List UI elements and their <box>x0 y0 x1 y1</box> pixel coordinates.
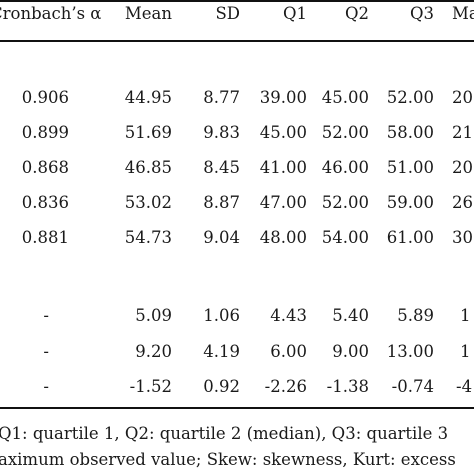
cell-q3: 58.00 <box>386 123 434 142</box>
cell-cronbach: 0.899 <box>21 123 69 142</box>
cell-q2: 54.00 <box>321 228 369 247</box>
cell-mean: 54.73 <box>124 228 172 247</box>
cell-max: 30 <box>452 228 473 247</box>
cell-cronbach: 0.868 <box>21 158 69 177</box>
cell-cronbach: 0.836 <box>21 193 69 212</box>
cell-sd: 8.77 <box>203 88 240 107</box>
cell-max: 1 <box>460 306 471 325</box>
cell-q3: 61.00 <box>386 228 434 247</box>
cell-sd: 1.06 <box>203 306 240 325</box>
cell-mean: 5.09 <box>135 306 172 325</box>
cell-q3: 51.00 <box>386 158 434 177</box>
header-sd: SD <box>215 4 240 23</box>
cell-max: 20 <box>452 158 473 177</box>
cell-sd: 0.92 <box>203 377 240 396</box>
cell-mean: -1.52 <box>129 377 172 396</box>
cell-cronbach: - <box>43 342 49 361</box>
cell-q3: -0.74 <box>391 377 434 396</box>
cell-q3: 59.00 <box>386 193 434 212</box>
cell-mean: 51.69 <box>124 123 172 142</box>
cell-q1: 47.00 <box>259 193 307 212</box>
cell-cronbach: - <box>43 377 49 396</box>
cell-max: 1 <box>460 342 471 361</box>
cell-q2: 52.00 <box>321 193 369 212</box>
cell-sd: 9.83 <box>203 123 240 142</box>
cell-q1: 45.00 <box>259 123 307 142</box>
cell-q3: 52.00 <box>386 88 434 107</box>
cell-q2: 46.00 <box>321 158 369 177</box>
cell-sd: 9.04 <box>203 228 240 247</box>
cell-q2: -1.38 <box>326 377 369 396</box>
table-note-line-2: aximum observed value; Skew: skewness, K… <box>0 450 456 469</box>
header-q3: Q3 <box>409 4 434 23</box>
cell-q2: 5.40 <box>332 306 369 325</box>
cell-q1: -2.26 <box>264 377 307 396</box>
table-rule-top <box>0 0 474 2</box>
table-rule-bottom <box>0 407 474 409</box>
cell-q1: 48.00 <box>259 228 307 247</box>
cell-cronbach: - <box>43 306 49 325</box>
cell-sd: 8.45 <box>203 158 240 177</box>
cell-q1: 39.00 <box>259 88 307 107</box>
header-cronbach: Cronbach’s α <box>0 4 102 23</box>
cell-q3: 13.00 <box>386 342 434 361</box>
header-max: Max <box>452 4 474 23</box>
cell-q2: 45.00 <box>321 88 369 107</box>
cell-q1: 41.00 <box>259 158 307 177</box>
cell-cronbach: 0.881 <box>21 228 69 247</box>
table-note-line-1: Q1: quartile 1, Q2: quartile 2 (median),… <box>0 424 449 443</box>
cell-sd: 4.19 <box>203 342 240 361</box>
header-mean: Mean <box>124 4 172 23</box>
cell-q2: 9.00 <box>332 342 369 361</box>
table-rule-header <box>0 40 474 42</box>
header-q1: Q1 <box>282 4 307 23</box>
cell-mean: 53.02 <box>124 193 172 212</box>
header-q2: Q2 <box>344 4 369 23</box>
cell-mean: 46.85 <box>124 158 172 177</box>
cell-q3: 5.89 <box>397 306 434 325</box>
cell-q2: 52.00 <box>321 123 369 142</box>
cell-q1: 6.00 <box>270 342 307 361</box>
cell-cronbach: 0.906 <box>21 88 69 107</box>
cell-mean: 44.95 <box>124 88 172 107</box>
cell-max: -4 <box>456 377 473 396</box>
cell-sd: 8.87 <box>203 193 240 212</box>
cell-max: 20 <box>452 88 473 107</box>
cell-mean: 9.20 <box>135 342 172 361</box>
cell-q1: 4.43 <box>270 306 307 325</box>
cell-max: 26 <box>452 193 473 212</box>
cell-max: 21 <box>452 123 473 142</box>
